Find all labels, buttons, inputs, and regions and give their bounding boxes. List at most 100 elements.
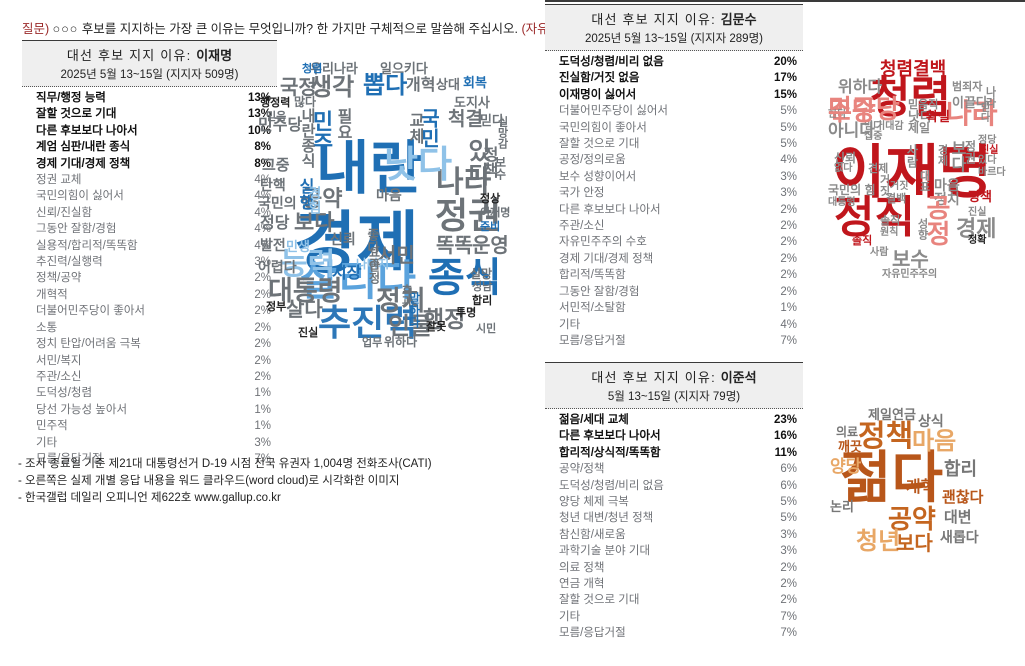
- word-cloud-term: 범죄자: [952, 81, 983, 93]
- table-row: 경제 기대/경제 정책 8%: [22, 156, 277, 172]
- table-row: 신뢰/진실함 4%: [22, 205, 277, 221]
- word-cloud-term: 청년: [856, 528, 901, 555]
- table-row: 그동안 잘함/경험 4%: [22, 221, 277, 237]
- row-label: 그동안 잘함/경험: [36, 223, 117, 236]
- row-value: 7%: [780, 610, 797, 623]
- word-cloud-term: 살리다: [300, 257, 416, 304]
- word-cloud-term: 청렴: [302, 63, 323, 75]
- word-cloud-term: 기대감: [876, 121, 904, 132]
- row-value: 2%: [254, 338, 271, 351]
- word-cloud-term: 대표: [918, 170, 930, 192]
- table-row: 정권 교체 4%: [22, 172, 277, 188]
- table-card-lee: 대선 후보 지지 이유: 이재명 2025년 5월 13~15일 (지지자 50…: [22, 40, 277, 467]
- word-cloud-term: 보수: [493, 156, 507, 180]
- word-cloud-term: 이재명: [480, 207, 511, 219]
- row-label: 직무/행정 능력: [36, 92, 106, 104]
- table-row: 그동안 잘함/경험 2%: [545, 284, 803, 300]
- word-cloud-term: 투명: [456, 307, 477, 319]
- row-value: 3%: [780, 545, 797, 558]
- word-cloud-term: 자유민주주의: [882, 269, 938, 280]
- word-cloud-term: 위하다: [838, 79, 883, 96]
- row-label: 경제 기대/경제 정책: [36, 157, 131, 170]
- row-label: 실용적/합리적/똑똑함: [36, 239, 138, 252]
- word-cloud-term: 집중: [864, 131, 883, 142]
- row-label: 추진력/실행력: [36, 256, 103, 269]
- word-cloud-term: 정치: [376, 286, 426, 316]
- word-cloud-term: 성향: [916, 218, 928, 240]
- table-title-name-lee: 이재명: [196, 48, 233, 63]
- table-rows-lee: 직무/행정 능력 13% 잘할 것으로 기대 13% 다른 후보보다 나아서 10% 계엄 …: [22, 87, 277, 467]
- word-cloud-term: 원칙: [880, 227, 899, 238]
- word-cloud-term: 믿다: [480, 113, 504, 128]
- word-cloud-term: 살다: [286, 299, 323, 321]
- word-cloud-term: 좋다: [365, 228, 380, 254]
- word-cloud-term: 한다: [828, 109, 847, 120]
- table-row: 공정/정의로움 4%: [545, 152, 803, 168]
- row-label: 경제 기대/경제 정책: [559, 252, 654, 265]
- table-row: 서민적/소탈함 1%: [545, 300, 803, 316]
- row-value: 8%: [254, 157, 271, 170]
- word-cloud-term: 나라: [946, 98, 998, 129]
- word-cloud-term: 신뢰: [330, 231, 356, 247]
- word-cloud-term: 정당: [260, 215, 290, 232]
- word-cloud-term: 효과: [400, 284, 412, 306]
- row-value: 5%: [780, 496, 797, 509]
- row-label: 보수 성향이어서: [559, 170, 637, 183]
- word-cloud-term: 실망감: [496, 116, 508, 149]
- word-cloud-term: 젊다: [840, 446, 944, 509]
- table-title-name-kim: 김문수: [720, 12, 757, 27]
- word-cloud-term: 보다: [896, 533, 933, 555]
- row-label: 과학기술 분야 기대: [559, 545, 651, 558]
- table-row: 정책/공약 2%: [22, 270, 277, 286]
- word-cloud-term: 공약: [302, 186, 343, 211]
- word-cloud-term: 정상: [480, 193, 501, 205]
- word-cloud-term: 나머지: [356, 257, 390, 271]
- word-cloud-term: 탄핵: [260, 177, 286, 193]
- row-value: 1%: [780, 302, 797, 315]
- word-cloud-term: 공정: [922, 194, 952, 246]
- word-cloud-term: 이끌다: [952, 95, 988, 110]
- word-cloud-term: 행정: [423, 306, 466, 332]
- row-label: 정권 교체: [36, 174, 82, 187]
- row-label: 자유민주주의 수호: [559, 236, 647, 249]
- word-cloud-term: 실망: [470, 267, 493, 281]
- row-label: 연금 개혁: [559, 578, 605, 591]
- row-value: 7%: [780, 334, 797, 347]
- word-cloud-term: 괜찮다: [942, 489, 984, 506]
- table-row: 젊음/세대 교체 23%: [545, 412, 803, 428]
- row-value: 4%: [780, 154, 797, 167]
- word-cloud-term: 업무: [362, 337, 383, 349]
- row-value: 13%: [247, 108, 271, 121]
- row-label: 소통: [36, 321, 58, 334]
- table-row: 서민/복지 2%: [22, 353, 277, 369]
- word-cloud-term: 진실: [968, 207, 987, 218]
- table-header-kim: 대선 후보 지지 이유: 김문수 2025년 5월 13~15일 (지지자 28…: [545, 4, 803, 51]
- word-cloud-term: 견제: [868, 163, 889, 175]
- word-cloud-term: 없다: [834, 163, 853, 174]
- row-label: 잘할 것으로 기대: [559, 594, 640, 607]
- word-cloud-term: 추진력: [318, 302, 418, 343]
- word-cloud-term: 정책: [858, 420, 914, 453]
- row-value: 4%: [780, 318, 797, 331]
- word-cloud-term: 똑똑: [436, 235, 473, 257]
- word-cloud-term: 낫다: [384, 144, 453, 185]
- word-cloud-term: 신뢰: [834, 151, 857, 165]
- table-row: 직무/행정 능력 13%: [22, 90, 277, 106]
- row-label: 민주적: [36, 420, 68, 433]
- word-cloud-term: 믿다: [978, 102, 989, 122]
- table-row: 더불어민주당이 싫어서 5%: [545, 103, 803, 119]
- word-cloud-term: 많다: [294, 95, 317, 109]
- table-row: 도덕성/청렴/비리 없음 6%: [545, 478, 803, 494]
- row-label: 잘할 것으로 기대: [559, 138, 640, 151]
- word-cloud-term: 연금: [892, 407, 916, 422]
- word-cloud-term: 정당: [978, 135, 997, 146]
- word-cloud-term: 솔직: [880, 215, 901, 227]
- table-subtitle-kim: 2025년 5월 13~15일 (지지자 289명): [585, 33, 763, 45]
- word-cloud-term: 척결: [448, 109, 483, 130]
- word-cloud-term: 뽑다: [363, 72, 408, 99]
- table-row: 정치 탄압/어려움 극복 2%: [22, 336, 277, 352]
- word-cloud-term: 실행: [296, 178, 313, 210]
- table-row: 참신함/새로움 3%: [545, 527, 803, 543]
- row-value: 6%: [780, 463, 797, 476]
- row-label: 잘할 것으로 기대: [36, 108, 117, 121]
